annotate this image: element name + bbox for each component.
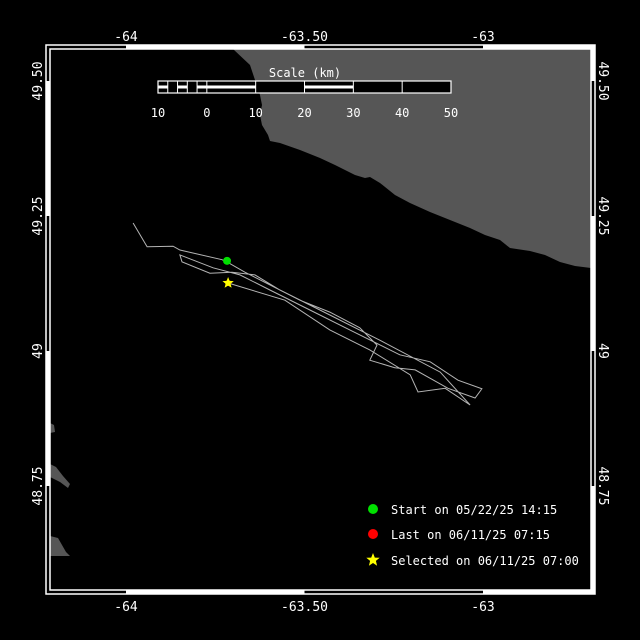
scale-label: 10 [248,106,262,120]
scale-label: 10 [151,106,165,120]
legend-last-label: Last on 06/11/25 07:15 [391,528,550,542]
legend-star-icon [366,553,380,566]
y-tick-label-left: 49.25 [31,196,46,235]
land-island-2 [50,464,70,488]
axis-labels: -64 -64 -63.50 -63.50 -63 -63 49.50 49.50 49.25 4… [31,30,610,615]
scale-label: 40 [395,106,409,120]
land [50,49,591,556]
scale-stripe [158,85,168,89]
x-tick-label-bottom: -64 [114,600,138,615]
y-tick-label-left: 49.50 [31,61,46,100]
legend: Start on 05/22/25 14:15 Last on 06/11/25… [366,503,579,568]
y-tick-label-right: 48.75 [595,466,610,505]
legend-last-icon [368,529,378,539]
scale-stripe [206,85,256,89]
land-coast-north [233,49,591,268]
scale-bar: Scale (km) 10 0 10 20 30 40 50 [151,66,458,120]
frame-segment-bottom [483,590,595,594]
frame-segment-right [591,216,595,351]
land-island-3 [50,536,70,556]
frame-segment-left [46,351,50,486]
x-tick-label-bottom: -63 [471,600,494,615]
y-tick-label-right: 49.50 [595,61,610,100]
drifter-track [132,222,483,406]
x-tick-label-top: -63 [471,30,494,45]
map-frame [45,44,596,595]
y-tick-label-right: 49 [595,343,610,359]
scale-label: 20 [297,106,311,120]
legend-selected-label: Selected on 06/11/25 07:00 [391,554,579,568]
x-tick-label-top: -63.50 [281,30,328,45]
frame-segment-right [591,45,595,81]
scale-label: 0 [203,106,210,120]
frame-segment-top [483,45,595,49]
start-marker[interactable] [223,256,232,265]
frame-segment-bottom [126,590,305,594]
y-tick-label-left: 48.75 [31,466,46,505]
frame-segment-left [46,81,50,216]
legend-start-label: Start on 05/22/25 14:15 [391,503,557,517]
y-tick-label-left: 49 [31,343,46,359]
legend-start-icon [368,504,378,514]
y-tick-label-right: 49.25 [595,196,610,235]
scale-stripe [304,85,354,89]
selected-star-marker[interactable] [222,277,234,288]
land-island-1 [50,423,55,433]
frame-segment-top [126,45,305,49]
scale-stripe [177,85,188,89]
x-tick-label-bottom: -63.50 [281,600,328,615]
scale-stripe [197,85,207,89]
scale-label: 30 [346,106,360,120]
scale-label: 50 [444,106,458,120]
x-tick-label-top: -64 [114,30,138,45]
scale-title: Scale (km) [269,66,341,80]
frame-segment-right [591,486,595,594]
